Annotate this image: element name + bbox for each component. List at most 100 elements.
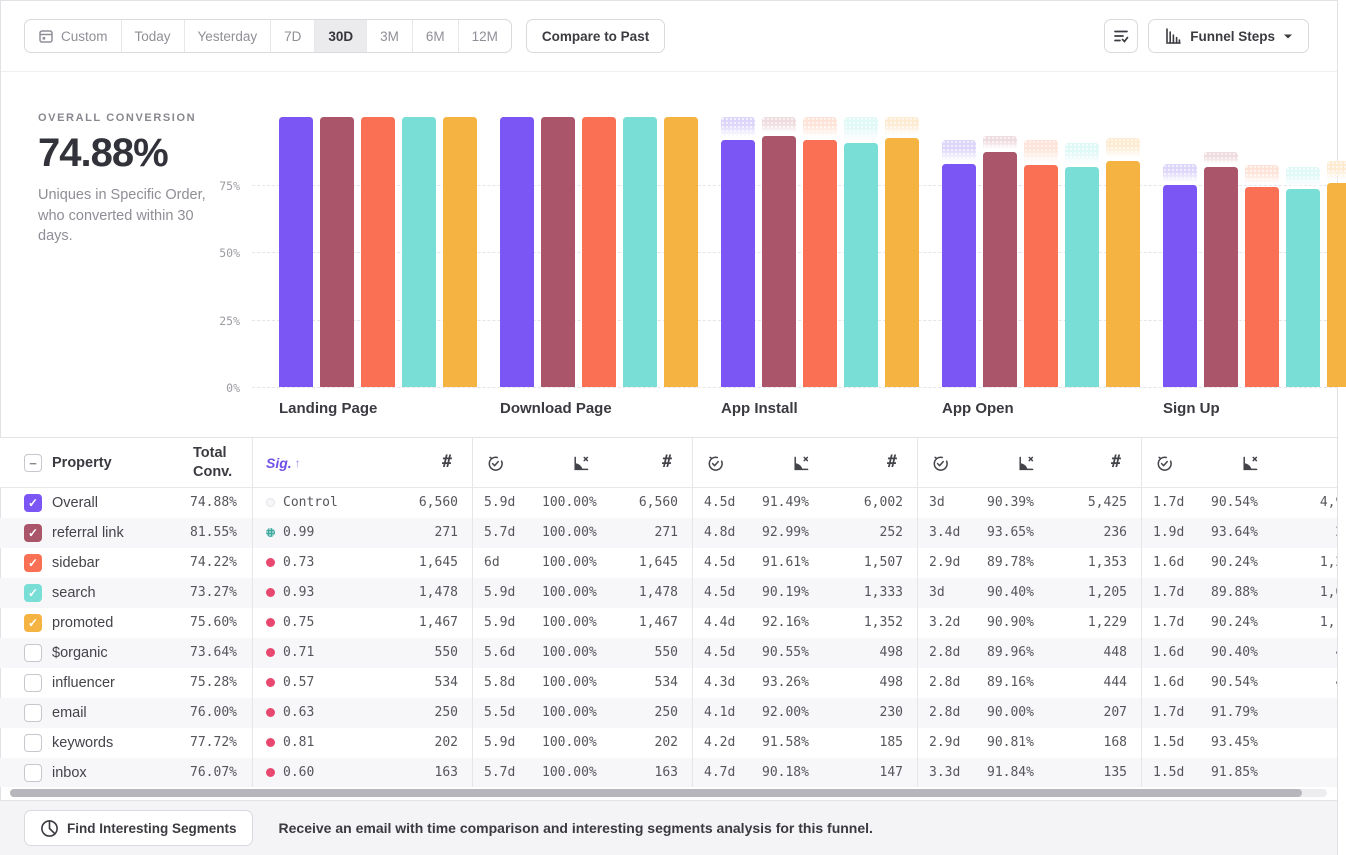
date-range-30d[interactable]: 30D [315,20,368,52]
step-3-count: 252 [879,525,903,540]
bar-search-App-Install[interactable] [844,143,878,387]
avg-time-icon-header-step-2[interactable] [486,454,505,473]
conversion-rate-icon-header-step-3[interactable] [792,454,811,473]
step-5-conversion-rate: 93.64% [1211,525,1258,540]
bar-search-App-Open[interactable] [1065,166,1099,387]
step-3-avg-time: 4.2d [704,735,736,750]
table-row-inbox[interactable]: inbox 76.07% 0.60 163 5.7d 100.00% 163 4.7d 90.1… [0,758,1337,787]
step-2-count: 163 [654,765,678,780]
bar-referral-link-App-Install[interactable] [762,135,796,387]
table-row-promoted[interactable]: ✓ promoted 75.60% 0.75 1,467 5.9d 100.00% 1,467… [0,608,1337,638]
bar-referral-link-Landing-Page[interactable] [320,117,354,387]
find-interesting-segments-button[interactable]: Find Interesting Segments [24,810,253,846]
bar-sidebar-Landing-Page[interactable] [361,117,395,387]
step-3-avg-time: 4.5d [704,645,736,660]
conversion-rate-icon-header-step-2[interactable] [572,454,591,473]
step-2-avg-time: 5.9d [484,735,516,750]
row-checkbox-overall[interactable]: ✓ [24,494,42,512]
table-row-keywords[interactable]: keywords 77.72% 0.81 202 5.9d 100.00% 202 4.2d 9… [0,728,1337,758]
row-checkbox-promoted[interactable]: ✓ [24,614,42,632]
row-checkbox-influencer[interactable] [24,674,42,692]
step-3-conversion-rate: 90.18% [762,765,809,780]
step-5-avg-time: 1.6d [1153,555,1185,570]
overall-conversion-summary: OVERALL CONVERSION 74.88% Uniques in Spe… [38,112,228,247]
row-checkbox-search[interactable]: ✓ [24,584,42,602]
column-header-total-conv[interactable]: Total Conv. [193,445,233,480]
avg-time-icon-header-step-3[interactable] [706,454,725,473]
table-row-email[interactable]: email 76.00% 0.63 250 5.5d 100.00% 250 4.1d 92.0… [0,698,1337,728]
bar-Overall-App-Open[interactable] [942,163,976,387]
list-check-button[interactable] [1104,19,1139,53]
bar-dropoff-cap-promoted-Sign-Up [1327,160,1346,180]
column-header-property[interactable]: Property [52,454,112,471]
step-5-conversion-rate: 90.24% [1211,555,1258,570]
bar-search-Sign-Up[interactable] [1286,189,1320,387]
view-selector-button[interactable]: Funnel Steps [1148,19,1309,53]
bar-sidebar-Sign-Up[interactable] [1245,186,1279,387]
count-icon-header-step-2[interactable]: # [662,452,672,471]
count-icon-header-step-3[interactable]: # [887,452,897,471]
table-row-overall[interactable]: ✓ Overall 74.88% Control 6,560 5.9d 100.00% 6,5… [0,488,1337,518]
table-row-influencer[interactable]: influencer 75.28% 0.57 534 5.8d 100.00% 534 4.3… [0,668,1337,698]
check-icon: ✓ [27,616,39,630]
bar-dropoff-cap-referral-link-App-Open [983,135,1017,149]
step-4-conversion-rate: 90.00% [987,705,1034,720]
date-range-yesterday[interactable]: Yesterday [185,20,272,52]
bar-dropoff-cap-sidebar-App-Install [803,117,837,137]
table-row-search[interactable]: ✓ search 73.27% 0.93 1,478 5.9d 100.00% 1,478 4.… [0,578,1337,608]
bar-search-Download-Page[interactable] [623,117,657,387]
bar-sidebar-App-Open[interactable] [1024,164,1058,387]
bar-referral-link-Sign-Up[interactable] [1204,166,1238,387]
bar-promoted-Landing-Page[interactable] [443,117,477,387]
count-icon-header-step-1[interactable]: # [442,452,452,471]
step-1-count: 163 [434,765,458,780]
row-checkbox-inbox[interactable] [24,764,42,782]
date-range-custom[interactable]: Custom [25,20,122,52]
bar-promoted-App-Install[interactable] [885,138,919,387]
date-range-6m[interactable]: 6M [413,20,459,52]
bar-referral-link-Download-Page[interactable] [541,117,575,387]
step-1-count: 271 [434,525,458,540]
date-range-12m[interactable]: 12M [459,20,511,52]
row-checkbox-referral-link[interactable]: ✓ [24,524,42,542]
horizontal-scrollbar-track[interactable] [10,789,1327,797]
date-range-7d[interactable]: 7D [271,20,316,52]
caret-down-icon [1283,33,1293,40]
bar-promoted-Download-Page[interactable] [664,117,698,387]
table-row-$organic[interactable]: $organic 73.64% 0.71 550 5.6d 100.00% 550 4.5d 9… [0,638,1337,668]
bar-promoted-Sign-Up[interactable] [1327,182,1346,387]
select-all-checkbox[interactable]: − [24,454,42,472]
bar-Overall-App-Install[interactable] [721,139,755,387]
significance-value: Control [283,495,338,510]
bar-referral-link-App-Open[interactable] [983,151,1017,387]
bar-Overall-Sign-Up[interactable] [1163,184,1197,387]
row-checkbox-keywords[interactable] [24,734,42,752]
conversion-rate-icon-header-step-4[interactable] [1017,454,1036,473]
table-row-sidebar[interactable]: ✓ sidebar 74.22% 0.73 1,645 6d 100.00% 1,645 4.5… [0,548,1337,578]
avg-time-icon-header-step-4[interactable] [931,454,950,473]
total-conversion: 75.60% [190,615,237,630]
significance-value: 0.63 [283,705,315,720]
step-5-count: 1,221 [1319,555,1337,570]
bar-sidebar-Download-Page[interactable] [582,117,616,387]
bar-promoted-App-Open[interactable] [1106,160,1140,387]
horizontal-scrollbar-thumb[interactable] [10,789,1302,797]
bar-Overall-Landing-Page[interactable] [279,117,313,387]
conversion-rate-icon-header-step-5[interactable] [1241,454,1260,473]
date-range-3m[interactable]: 3M [367,20,413,52]
step-5-avg-time: 1.9d [1153,525,1185,540]
compare-to-past-button[interactable]: Compare to Past [525,19,666,53]
bar-search-Landing-Page[interactable] [402,117,436,387]
row-checkbox-$organic[interactable] [24,644,42,662]
date-range-today[interactable]: Today [122,20,185,52]
total-conversion: 73.64% [190,645,237,660]
table-row-referral-link[interactable]: ✓ referral link 81.55% 0.99 271 5.7d 100.00% 27… [0,518,1337,548]
count-icon-header-step-4[interactable]: # [1111,452,1121,471]
date-range-label: 12M [471,28,498,44]
bar-Overall-Download-Page[interactable] [500,117,534,387]
column-header-significance[interactable]: Sig. ↑ [266,454,301,471]
row-checkbox-email[interactable] [24,704,42,722]
bar-sidebar-App-Install[interactable] [803,139,837,387]
row-checkbox-sidebar[interactable]: ✓ [24,554,42,572]
avg-time-icon-header-step-5[interactable] [1155,454,1174,473]
